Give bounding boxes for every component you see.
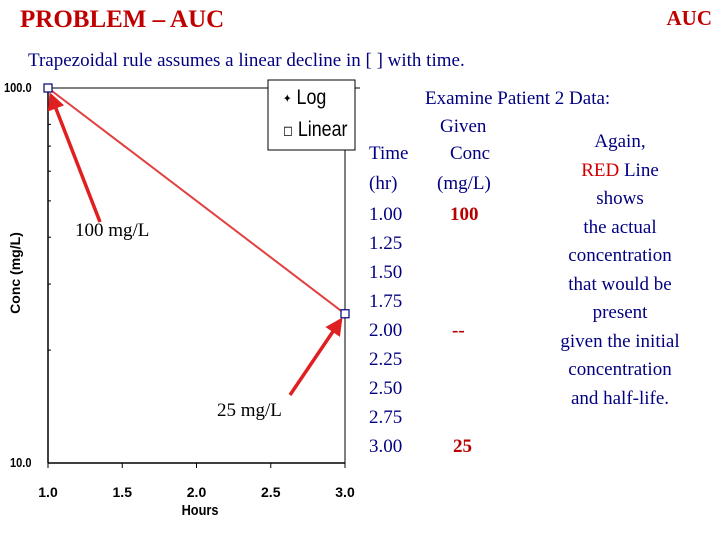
table-header-time: Time	[369, 143, 409, 164]
note-line: concentration	[568, 245, 672, 266]
data-point	[340, 309, 350, 319]
scale-option-log-label: Log	[296, 86, 327, 109]
table-cell-time: 2.25	[369, 349, 403, 370]
radio-selected-icon: ✦	[283, 91, 292, 106]
table-cell-conc	[450, 374, 490, 403]
table-cell-conc	[450, 258, 490, 287]
note-line: present	[592, 302, 648, 323]
annotation-100: 100 mg/L	[75, 220, 150, 241]
table-cell-time: 1.25	[369, 233, 403, 254]
note-line: and half-life.	[570, 387, 670, 409]
annotation-arrow	[288, 317, 343, 396]
x-tick-label: 1.5	[113, 484, 133, 500]
corner-label: AUC	[666, 6, 713, 30]
table-cell-time: 3.00	[369, 436, 403, 457]
conc-column: 100 -- 25	[450, 200, 490, 461]
table-cell-time: 2.50	[369, 378, 403, 399]
y-axis-label: Conc (mg/L)	[7, 232, 23, 314]
data-point	[43, 83, 53, 93]
table-cell-time: 2.75	[369, 407, 403, 428]
page-title: PROBLEM – AUC	[20, 6, 225, 33]
y-tick-bottom: 10.0	[10, 455, 32, 470]
x-tick-label: 2.5	[261, 484, 281, 500]
table-cell-conc	[450, 229, 490, 258]
x-tick-label: 2.0	[187, 484, 207, 500]
table-cell-conc: 100	[450, 204, 479, 225]
table-cell-conc	[450, 287, 490, 316]
table-cell-time: 2.00	[369, 320, 403, 341]
table-cell-time: 1.75	[369, 291, 403, 312]
scale-option-log[interactable]: ✦ Log	[283, 86, 326, 110]
table-cell-conc	[450, 345, 490, 374]
scale-option-linear[interactable]: ◻ Linear	[283, 118, 347, 142]
table-cell-conc: 25	[453, 436, 472, 457]
time-column: 1.00 1.25 1.50 1.75 2.00 2.25 2.50 2.75 …	[369, 200, 402, 461]
note-line: the actual	[583, 216, 657, 238]
concentration-line	[47, 87, 346, 315]
annotation-arrow	[47, 92, 102, 223]
note-line-rest: Line	[619, 159, 659, 181]
scale-options-box	[267, 79, 356, 151]
subtitle: Trapezoidal rule assumes a linear declin…	[28, 50, 465, 71]
table-header-time-unit: (hr)	[369, 173, 398, 194]
table-cell-conc: --	[452, 320, 465, 341]
table-header-conc: Conc	[450, 143, 491, 164]
note-line: given the initial	[560, 330, 680, 352]
note-line: concentration	[568, 359, 672, 380]
x-tick-label: 3.0	[335, 484, 355, 500]
table-header-given: Given	[440, 116, 487, 137]
note-red-word: RED	[581, 159, 620, 181]
table-cell-conc	[450, 403, 490, 432]
annotation-25: 25 mg/L	[217, 400, 282, 421]
explanation-note: Again, RED Line shows the actual concent…	[530, 128, 710, 413]
note-line: shows	[596, 188, 644, 209]
x-axis-label: Hours	[181, 502, 219, 519]
y-tick-top: 100.0	[4, 80, 32, 95]
examine-heading: Examine Patient 2 Data:	[425, 88, 611, 109]
note-line: that would be	[568, 273, 672, 295]
x-tick-label: 1.0	[38, 484, 58, 500]
note-line: RED Line	[530, 157, 710, 186]
scale-option-linear-label: Linear	[297, 118, 348, 141]
table-header-conc-unit: (mg/L)	[437, 173, 491, 194]
note-line: Again,	[594, 131, 646, 152]
table-cell-time: 1.00	[369, 204, 403, 225]
table-cell-time: 1.50	[369, 262, 403, 283]
radio-unselected-icon: ◻	[283, 121, 293, 138]
